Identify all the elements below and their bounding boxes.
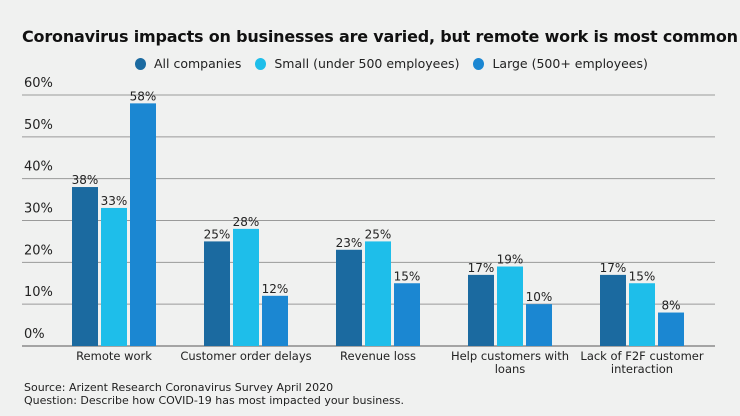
bar <box>497 266 523 346</box>
question-note: Question: Describe how COVID-19 has most… <box>24 394 404 407</box>
bar <box>629 283 655 346</box>
data-labels: 38%33%58%25%28%12%23%25%15%17%19%10%17%1… <box>72 89 681 312</box>
bar <box>658 312 684 346</box>
data-label: 25% <box>204 227 231 241</box>
legend-swatch-icon <box>473 57 485 70</box>
bar <box>336 249 362 346</box>
x-category-label: Lack of F2F customer <box>580 349 703 363</box>
bar <box>262 295 288 346</box>
bar <box>600 274 626 346</box>
legend-label: All companies <box>154 56 242 71</box>
x-category-label: Customer order delays <box>180 349 311 363</box>
legend: All companies Small (under 500 employees… <box>135 56 648 71</box>
data-label: 15% <box>394 269 421 283</box>
x-category-label: loans <box>495 362 526 376</box>
bar <box>526 304 552 346</box>
data-label: 33% <box>101 194 128 208</box>
data-label: 10% <box>526 290 553 304</box>
data-label: 58% <box>130 89 157 103</box>
bar <box>394 283 420 346</box>
data-label: 15% <box>629 269 656 283</box>
legend-swatch-icon <box>135 57 146 70</box>
bar <box>130 103 156 346</box>
x-axis-categories: Remote work Customer order delays Revenue … <box>76 349 704 376</box>
data-label: 38% <box>72 173 99 187</box>
chart-title: Coronavirus impacts on businesses are va… <box>22 27 738 46</box>
y-tick-label: 40% <box>24 160 53 175</box>
y-tick-label: 10% <box>24 285 53 300</box>
bar <box>365 241 391 346</box>
legend-label: Large (500+ employees) <box>492 56 648 71</box>
y-tick-label: 30% <box>24 202 53 217</box>
bar <box>101 207 127 346</box>
y-axis-ticks: 0% 10% 20% 30% 40% 50% 60% <box>24 76 53 342</box>
y-tick-label: 20% <box>24 243 53 258</box>
data-label: 17% <box>600 261 627 275</box>
y-tick-label: 50% <box>24 118 53 133</box>
bar <box>233 228 259 346</box>
bar <box>204 241 230 346</box>
legend-item-all-companies: All companies <box>135 56 241 71</box>
legend-item-small: Small (under 500 employees) <box>255 56 459 71</box>
legend-item-large: Large (500+ employees) <box>473 56 648 71</box>
legend-swatch-icon <box>255 57 267 70</box>
data-label: 25% <box>365 227 392 241</box>
data-label: 17% <box>468 261 495 275</box>
x-category-label: Revenue loss <box>340 349 416 363</box>
legend-label: Small (under 500 employees) <box>274 56 460 71</box>
data-label: 23% <box>336 236 363 250</box>
x-category-label: Remote work <box>76 349 152 363</box>
bar <box>468 274 494 346</box>
bar <box>72 187 98 346</box>
data-label: 12% <box>262 282 289 296</box>
x-category-label: Help customers with <box>451 349 569 363</box>
footer: Source: Arizent Research Coronavirus Sur… <box>24 381 404 407</box>
data-label: 8% <box>661 299 680 313</box>
data-label: 28% <box>233 215 260 229</box>
y-tick-label: 0% <box>24 327 45 342</box>
y-tick-label: 60% <box>24 76 53 91</box>
data-label: 19% <box>497 253 524 267</box>
x-category-label: interaction <box>611 362 673 376</box>
bars <box>72 103 684 346</box>
source-note: Source: Arizent Research Coronavirus Sur… <box>24 381 334 394</box>
